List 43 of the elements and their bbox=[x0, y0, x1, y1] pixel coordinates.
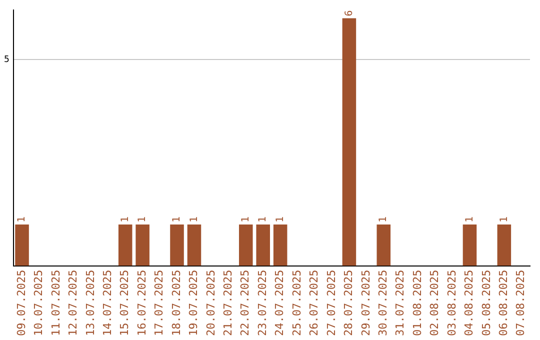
data-label: 1 bbox=[258, 216, 269, 223]
data-label: 1 bbox=[498, 216, 510, 223]
x-tick-label: 02.08.2025 bbox=[428, 270, 442, 336]
x-tick-label: 20.07.2025 bbox=[204, 270, 218, 336]
x-tick-label: 09.07.2025 bbox=[14, 270, 28, 336]
x-tick-label: 04.08.2025 bbox=[462, 270, 476, 336]
x-tick-label: 16.07.2025 bbox=[135, 270, 148, 336]
x-tick-label: 14.07.2025 bbox=[100, 270, 114, 336]
x-tick-label: 05.08.2025 bbox=[480, 270, 493, 336]
x-tick-label: 23.07.2025 bbox=[256, 270, 269, 336]
x-tick-label: 21.07.2025 bbox=[222, 270, 235, 336]
x-tick-label: 03.08.2025 bbox=[445, 270, 458, 336]
x-tick-label: 26.07.2025 bbox=[308, 270, 321, 336]
data-label: 6 bbox=[344, 10, 355, 16]
x-tick-label: 24.07.2025 bbox=[273, 270, 286, 336]
x-tick-label: 28.07.2025 bbox=[342, 270, 356, 336]
data-label: 1 bbox=[188, 216, 200, 223]
x-tick-label: 15.07.2025 bbox=[118, 270, 132, 336]
data-label: 1 bbox=[120, 216, 131, 223]
x-tick-label: 06.08.2025 bbox=[497, 270, 510, 336]
data-label: 1 bbox=[16, 216, 28, 223]
data-label: 1 bbox=[274, 216, 286, 223]
data-label: 1 bbox=[378, 216, 390, 223]
data-label: 1 bbox=[464, 216, 476, 223]
data-label: 1 bbox=[240, 216, 252, 223]
data-label: 1 bbox=[137, 216, 148, 223]
x-tick-label: 10.07.2025 bbox=[32, 270, 46, 336]
x-tick-label: 25.07.2025 bbox=[290, 270, 304, 336]
x-tick-label: 17.07.2025 bbox=[152, 270, 166, 336]
x-tick-label: 13.07.2025 bbox=[84, 270, 97, 336]
x-tick-label: 22.07.2025 bbox=[238, 270, 252, 336]
x-tick-label: 07.08.2025 bbox=[514, 270, 528, 336]
x-tick-label: 01.08.2025 bbox=[410, 270, 424, 336]
x-tick-label: 30.07.2025 bbox=[376, 270, 390, 336]
x-tick-label: 12.07.2025 bbox=[66, 270, 80, 336]
data-label: 1 bbox=[172, 216, 183, 223]
x-tick-label: 29.07.2025 bbox=[359, 270, 372, 336]
x-tick-label: 19.07.2025 bbox=[187, 270, 200, 336]
x-tick-label: 11.07.2025 bbox=[49, 270, 62, 336]
x-tick-label: 18.07.2025 bbox=[170, 270, 183, 336]
y-tick-label: 5 bbox=[4, 54, 10, 65]
x-tick-label: 27.07.2025 bbox=[324, 270, 338, 336]
x-tick-label: 31.07.2025 bbox=[394, 270, 407, 336]
